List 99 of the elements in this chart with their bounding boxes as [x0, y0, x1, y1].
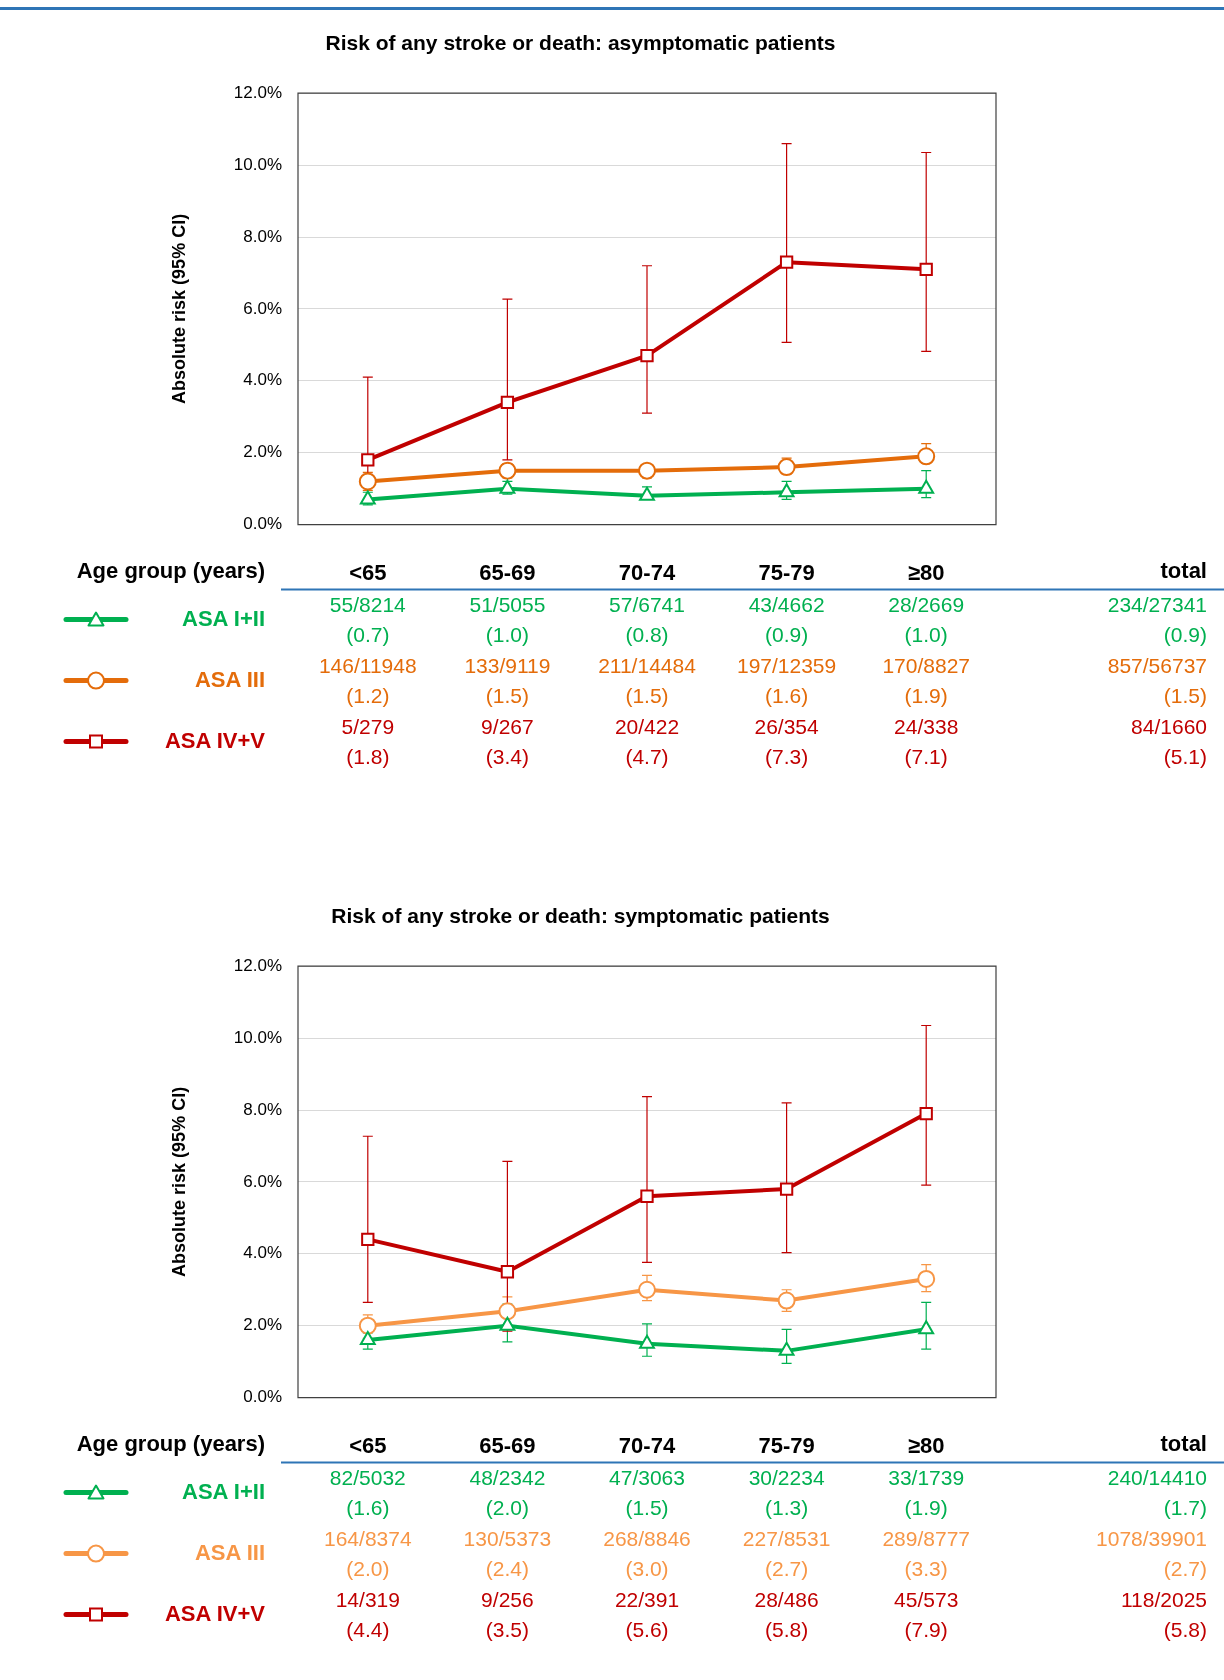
- data-label: 9/267 (3.4): [481, 715, 534, 769]
- text: 1078/39901 (2.7): [1096, 1527, 1207, 1581]
- data-label: 55/8214 (0.7): [329, 593, 407, 647]
- data-label: 24/338 (7.1): [894, 715, 959, 769]
- y-tick-label: 0.0%: [243, 514, 282, 534]
- point: [919, 262, 933, 277]
- x-tick-label: ≥80: [907, 1432, 945, 1458]
- data-label: 82/5032 (1.6): [329, 1466, 406, 1520]
- x-axis-title: Age group (years): [76, 1430, 265, 1456]
- data-label: 170/8827 (1.9): [882, 654, 970, 708]
- text: 240/14410 (1.7): [1107, 1466, 1207, 1520]
- point: [777, 1291, 796, 1310]
- data-label: 130/5373 (2.4): [463, 1527, 552, 1581]
- y-tick-label: 12.0%: [233, 82, 282, 102]
- x-tick-label: 75-79: [758, 1432, 815, 1458]
- data-label: 164/8374 (2.0): [324, 1527, 412, 1581]
- y-tick-label: 8.0%: [243, 226, 282, 246]
- y-axis-title: Absolute risk (95% CI): [168, 1086, 189, 1277]
- legend-label: ASA IV+V: [164, 727, 266, 753]
- point: [499, 1316, 516, 1331]
- data-label: 268/8846 (3.0): [603, 1527, 691, 1581]
- data-label: 48/2342 (2.0): [469, 1466, 546, 1520]
- data-label: 30/2234 (1.3): [748, 1466, 825, 1520]
- point: [640, 1189, 654, 1203]
- data-label: 33/1739 (1.9): [888, 1466, 965, 1520]
- point: [918, 1320, 935, 1335]
- x-tick-label: 75-79: [758, 559, 815, 585]
- y-tick-label: 6.0%: [243, 298, 282, 318]
- text: ASA I+II: [182, 1478, 265, 1504]
- data-label: 45/573 (7.9): [894, 1588, 959, 1642]
- legend-label: ASA IV+V: [164, 1600, 266, 1626]
- y-tick-label: 2.0%: [243, 442, 282, 462]
- y-axis-title: Absolute risk (95% CI): [168, 213, 189, 404]
- text: ASA III: [194, 666, 265, 692]
- text: total: [1160, 1430, 1207, 1456]
- x-tick-label: <65: [349, 1432, 387, 1458]
- x-tick-label: 65-69: [479, 559, 536, 585]
- point: [919, 1106, 933, 1121]
- x-tick-label: 70-74: [618, 1432, 676, 1458]
- data-label: 20/422 (4.7): [614, 715, 680, 769]
- data-label: 26/354 (7.3): [754, 715, 820, 769]
- point: [358, 472, 377, 491]
- point: [779, 255, 794, 269]
- point: [358, 1316, 377, 1335]
- point: [361, 453, 375, 467]
- text: ASA III: [194, 1539, 265, 1565]
- y-tick-label: 0.0%: [243, 1387, 282, 1407]
- point: [638, 1280, 656, 1299]
- x-tick-label: 70-74: [618, 559, 676, 585]
- text: 84/1660 (5.1): [1131, 715, 1207, 769]
- point: [498, 1302, 517, 1321]
- y-tick-label: 10.0%: [233, 154, 282, 174]
- point: [777, 458, 796, 477]
- data-label: 146/11948 (1.2): [318, 654, 417, 708]
- y-tick-label: 12.0%: [233, 955, 282, 975]
- y-tick-label: 2.0%: [243, 1315, 282, 1335]
- point: [500, 395, 515, 410]
- data-label: 5/279 (1.8): [341, 715, 395, 769]
- point: [359, 1331, 376, 1346]
- data-label: 28/2669 (1.0): [888, 593, 965, 647]
- point: [918, 479, 935, 494]
- data-label: 211/14484 (1.5): [598, 654, 697, 708]
- data-label: 14/319 (4.4): [335, 1588, 400, 1642]
- text: 234/27341 (0.9): [1107, 593, 1207, 647]
- y-tick-label: 10.0%: [233, 1027, 282, 1047]
- x-tick-label: 65-69: [479, 1432, 536, 1458]
- point: [917, 1269, 936, 1288]
- point: [361, 1232, 375, 1247]
- text: total: [1160, 557, 1207, 583]
- point: [778, 1341, 795, 1356]
- chart-title: Risk of any stroke or death: asymptomatic patients: [325, 31, 836, 55]
- point: [917, 447, 936, 466]
- data-label: 133/9119 (1.5): [464, 654, 551, 708]
- data-label: 227/8531 (2.7): [742, 1527, 831, 1581]
- text: ASA I+II: [182, 605, 265, 631]
- data-label: 22/391 (5.6): [614, 1588, 680, 1642]
- y-tick-label: 4.0%: [243, 370, 282, 390]
- point: [639, 1334, 655, 1349]
- text: 118/2025 (5.8): [1120, 1588, 1207, 1642]
- y-tick-label: 8.0%: [243, 1099, 282, 1119]
- data-label: 57/6741 (0.8): [609, 593, 685, 647]
- text: 857/56737 (1.5): [1107, 654, 1207, 708]
- data-label: 51/5055 (1.0): [469, 593, 546, 647]
- data-label: 47/3063 (1.5): [609, 1466, 685, 1520]
- x-axis-title: Age group (years): [76, 557, 265, 583]
- point: [779, 1182, 794, 1196]
- y-tick-label: 4.0%: [243, 1243, 282, 1263]
- data-label: 28/486 (5.8): [754, 1588, 819, 1642]
- point: [498, 461, 517, 480]
- x-tick-label: <65: [349, 559, 387, 585]
- point: [640, 348, 654, 363]
- x-tick-label: ≥80: [907, 559, 945, 585]
- data-label: 289/8777 (3.3): [882, 1527, 970, 1581]
- point: [500, 1265, 515, 1279]
- y-tick-label: 6.0%: [243, 1171, 282, 1191]
- data-label: 197/12359 (1.6): [736, 654, 837, 708]
- data-label: 9/256 (3.5): [481, 1588, 534, 1642]
- data-label: 43/4662 (0.9): [748, 593, 825, 647]
- chart-title: Risk of any stroke or death: symptomatic patients: [331, 904, 830, 928]
